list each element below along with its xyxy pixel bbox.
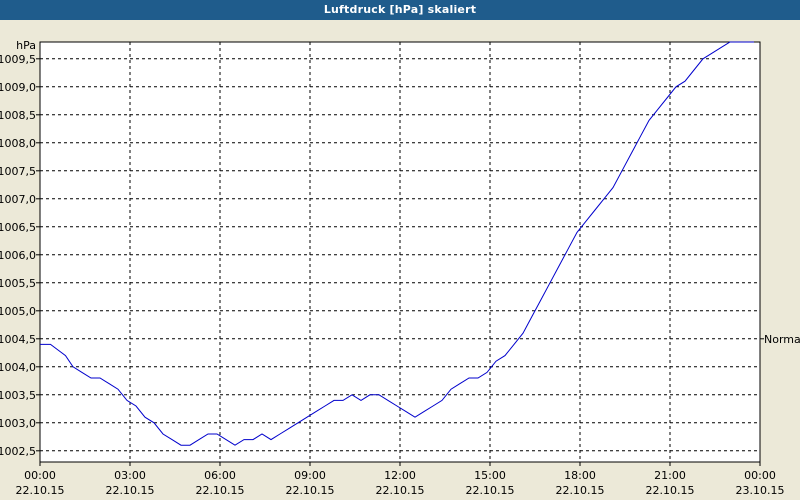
x-tick-date: 22.10.15 [646,484,695,497]
y-tick-label: 1008,5 [0,109,36,122]
x-tick-time: 00:00 [24,469,56,482]
y-tick-label: 1006,5 [0,221,36,234]
y-tick-label: 1005,0 [0,305,36,318]
x-tick-time: 15:00 [474,469,506,482]
x-tick-date: 22.10.15 [376,484,425,497]
axis-labels: 1002,5 1003,0 1003,5 1004,0 1004,5 1005,0 1005… [0,39,800,497]
y-axis-label: hPa [16,39,36,52]
x-tick-date: 22.10.15 [106,484,155,497]
x-tick-date: 22.10.15 [466,484,515,497]
grid [36,42,764,466]
series-layer [40,41,754,446]
x-tick-time: 06:00 [204,469,236,482]
annotation-normal: Normal [764,333,800,346]
y-tick-label: 1003,0 [0,417,36,430]
y-tick-label: 1003,5 [0,389,36,402]
x-tick-time: 12:00 [384,469,416,482]
x-tick-date: 22.10.15 [286,484,335,497]
x-tick-time: 18:00 [564,469,596,482]
y-tick-label: 1005,5 [0,277,36,290]
x-tick-date: 22.10.15 [196,484,245,497]
y-tick-label: 1009,0 [0,81,36,94]
x-tick-time: 09:00 [294,469,326,482]
y-tick-label: 1004,0 [0,361,36,374]
y-tick-label: 1008,0 [0,137,36,150]
x-tick-date: 22.10.15 [16,484,65,497]
y-tick-label: 1007,0 [0,193,36,206]
y-tick-label: 1007,5 [0,165,36,178]
x-tick-time: 21:00 [654,469,686,482]
pressure-series-line [40,41,754,446]
x-tick-date: 23.10.15 [736,484,785,497]
x-tick-time: 00:00 [744,469,776,482]
y-tick-label: 1009,5 [0,53,36,66]
x-tick-time: 03:00 [114,469,146,482]
y-tick-label: 1004,5 [0,333,36,346]
y-tick-label: 1006,0 [0,249,36,262]
x-tick-date: 22.10.15 [556,484,605,497]
window-title: Luftdruck [hPa] skaliert [0,0,800,20]
y-tick-label: 1002,5 [0,445,36,458]
